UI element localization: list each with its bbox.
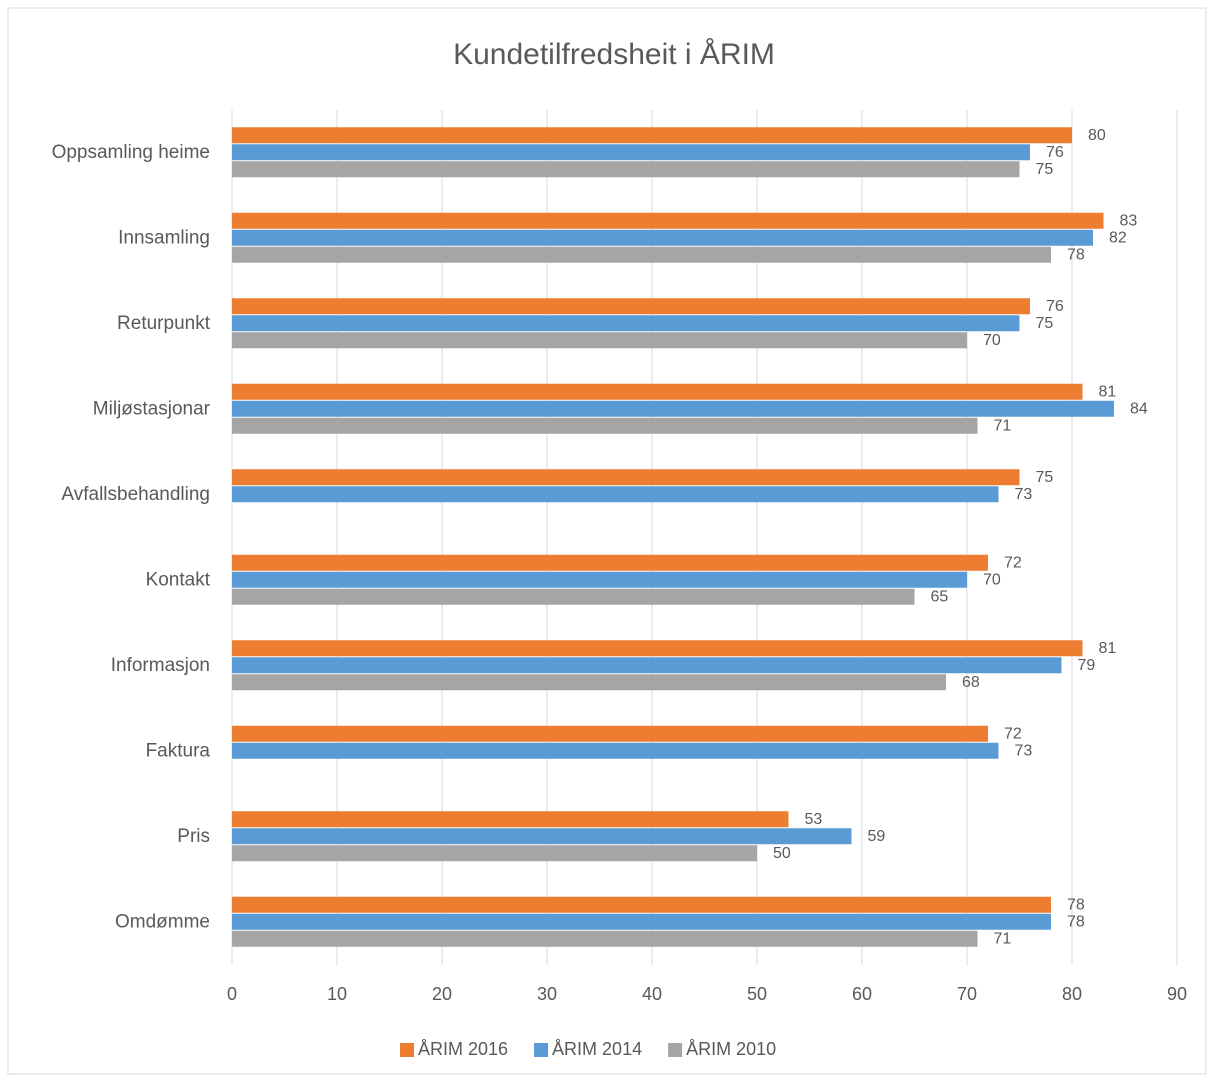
y-tick-label: Faktura bbox=[146, 740, 211, 761]
bar bbox=[232, 588, 915, 605]
bar bbox=[232, 657, 1062, 674]
bar bbox=[232, 127, 1072, 144]
bar bbox=[232, 725, 988, 742]
bar bbox=[232, 400, 1114, 417]
x-tick-label: 70 bbox=[957, 984, 977, 1004]
legend-swatch bbox=[400, 1043, 414, 1057]
legend-label: ÅRIM 2010 bbox=[686, 1039, 776, 1059]
y-tick-label: Pris bbox=[177, 826, 210, 847]
y-tick-label: Kontakt bbox=[146, 569, 211, 590]
value-label: 81 bbox=[1099, 383, 1117, 400]
value-label: 75 bbox=[1036, 315, 1054, 332]
legend-label: ÅRIM 2016 bbox=[418, 1039, 508, 1059]
y-tick-label: Avfallsbehandling bbox=[61, 484, 210, 505]
bar bbox=[232, 930, 978, 947]
bar bbox=[232, 417, 978, 434]
value-label: 76 bbox=[1046, 298, 1064, 315]
legend-swatch bbox=[668, 1043, 683, 1057]
bar bbox=[232, 811, 789, 828]
x-tick-label: 90 bbox=[1167, 984, 1187, 1004]
bar bbox=[232, 229, 1093, 246]
x-tick-label: 20 bbox=[432, 984, 452, 1004]
x-tick-label: 50 bbox=[747, 984, 767, 1004]
y-tick-label: Oppsamling heime bbox=[52, 142, 210, 163]
legend-swatch bbox=[534, 1043, 549, 1057]
bar bbox=[232, 469, 1020, 486]
bar bbox=[232, 144, 1030, 161]
value-label: 73 bbox=[1015, 486, 1033, 503]
chart-title: Kundetilfredsheit i ÅRIM bbox=[453, 38, 775, 71]
bar bbox=[232, 640, 1083, 657]
bar bbox=[232, 828, 852, 845]
value-label: 73 bbox=[1015, 742, 1033, 759]
legend-label: ÅRIM 2014 bbox=[552, 1039, 642, 1059]
value-label: 68 bbox=[962, 674, 980, 691]
value-label: 81 bbox=[1099, 640, 1117, 657]
bar bbox=[232, 845, 757, 862]
value-label: 75 bbox=[1036, 469, 1054, 486]
y-tick-label: Miljøstasjonar bbox=[93, 398, 211, 419]
chart-border bbox=[7, 7, 1207, 1075]
value-label: 84 bbox=[1130, 400, 1148, 417]
y-tick-label: Omdømme bbox=[115, 911, 210, 932]
value-label: 65 bbox=[931, 588, 949, 605]
value-label: 78 bbox=[1067, 896, 1085, 913]
value-label: 82 bbox=[1109, 229, 1127, 246]
x-tick-label: 0 bbox=[227, 984, 237, 1004]
bar bbox=[232, 298, 1030, 315]
value-label: 72 bbox=[1004, 725, 1022, 742]
x-tick-label: 40 bbox=[642, 984, 662, 1004]
value-label: 75 bbox=[1036, 161, 1054, 178]
value-label: 70 bbox=[983, 332, 1001, 349]
x-tick-label: 60 bbox=[852, 984, 872, 1004]
bar bbox=[232, 554, 988, 571]
x-tick-label: 30 bbox=[537, 984, 557, 1004]
value-label: 71 bbox=[994, 417, 1012, 434]
value-label: 50 bbox=[773, 845, 791, 862]
value-label: 78 bbox=[1067, 913, 1085, 930]
x-tick-label: 10 bbox=[327, 984, 347, 1004]
bar bbox=[232, 571, 967, 588]
bar bbox=[232, 742, 999, 759]
bar bbox=[232, 674, 946, 691]
value-label: 78 bbox=[1067, 246, 1085, 263]
y-tick-label: Returpunkt bbox=[117, 313, 211, 334]
bar bbox=[232, 383, 1083, 400]
value-label: 83 bbox=[1120, 212, 1138, 229]
y-tick-label: Informasjon bbox=[111, 655, 210, 676]
bar bbox=[232, 896, 1051, 913]
y-tick-label: Innsamling bbox=[118, 227, 210, 248]
bar bbox=[232, 332, 967, 349]
x-tick-label: 80 bbox=[1062, 984, 1082, 1004]
bar bbox=[232, 486, 999, 503]
bar bbox=[232, 161, 1020, 178]
bar bbox=[232, 246, 1051, 263]
bar bbox=[232, 913, 1051, 930]
value-label: 71 bbox=[994, 930, 1012, 947]
value-label: 53 bbox=[805, 811, 823, 828]
value-label: 70 bbox=[983, 571, 1001, 588]
value-label: 80 bbox=[1088, 127, 1106, 144]
bar bbox=[232, 212, 1104, 229]
value-label: 72 bbox=[1004, 554, 1022, 571]
value-label: 76 bbox=[1046, 144, 1064, 161]
value-label: 79 bbox=[1078, 657, 1096, 674]
bar bbox=[232, 315, 1020, 332]
value-label: 59 bbox=[868, 828, 886, 845]
